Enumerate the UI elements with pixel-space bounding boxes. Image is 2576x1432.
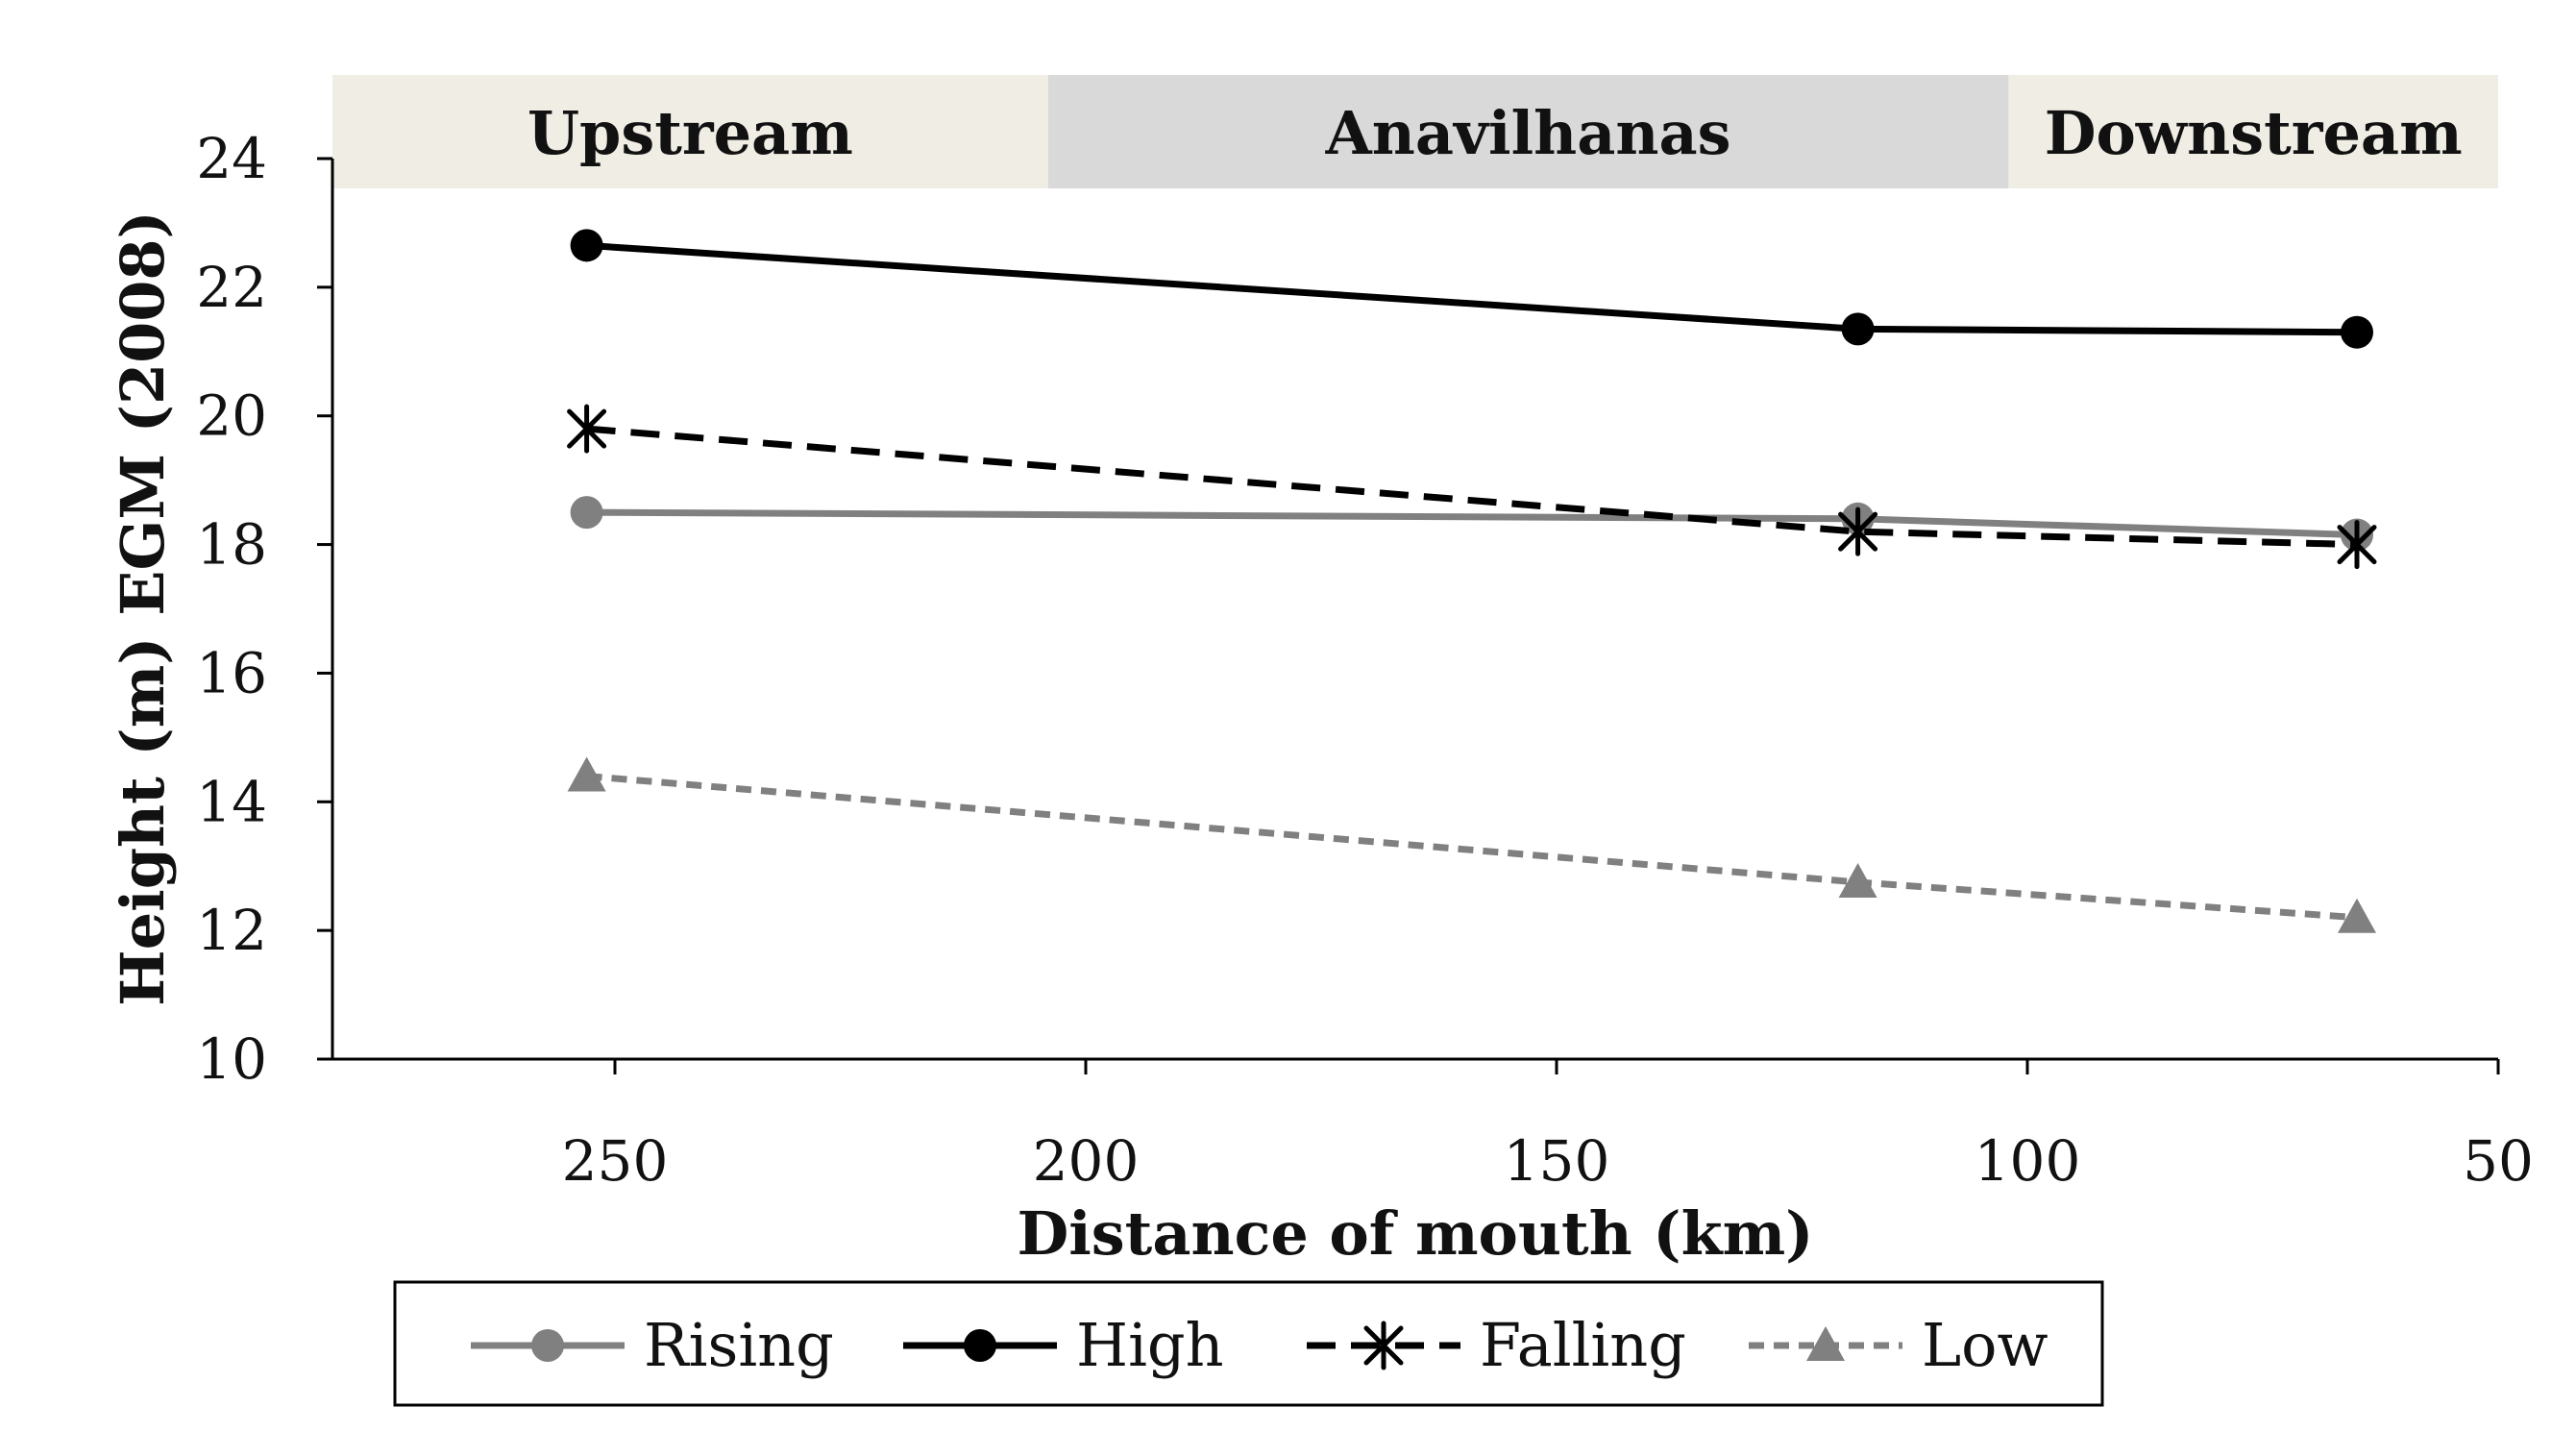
data-point-low <box>2338 898 2376 933</box>
region-band-3 <box>2008 75 2498 188</box>
series-line-low <box>586 773 2358 922</box>
region-label-1: Upstream <box>527 98 853 168</box>
x-tick-label: 100 <box>1975 1128 2081 1194</box>
y-tick-label: 10 <box>196 1026 267 1092</box>
legend-label-high: High <box>1076 1310 1224 1380</box>
data-point-low <box>567 756 606 792</box>
data-point-falling <box>567 404 607 454</box>
y-axis-label: Height (m) EGM (2008) <box>108 210 178 1006</box>
data-point-low <box>1838 862 1877 898</box>
series-line-rising <box>586 508 2358 539</box>
legend-marker-rising <box>531 1329 564 1362</box>
data-point-falling <box>1838 506 1878 556</box>
series-lines <box>567 229 2377 933</box>
data-point-rising <box>570 496 603 530</box>
y-tick-label: 14 <box>196 769 267 834</box>
x-tick-label: 150 <box>1504 1128 1610 1194</box>
region-bands: Upstream Anavilhanas Downstream <box>332 75 2498 188</box>
y-tick-label: 18 <box>196 512 267 578</box>
legend-marker-falling <box>1363 1321 1404 1370</box>
y-tick-label: 20 <box>196 383 267 449</box>
x-ticks: 250 200 150 100 50 <box>562 1059 2534 1194</box>
legend-label-low: Low <box>1922 1310 2049 1380</box>
y-tick-label: 16 <box>196 640 267 705</box>
x-tick-label: 200 <box>1033 1128 1140 1194</box>
data-point-high <box>570 229 603 262</box>
y-tick-label: 22 <box>196 255 267 320</box>
region-band-2 <box>1047 75 2009 188</box>
y-tick-label: 24 <box>196 126 267 191</box>
x-tick-label: 50 <box>2463 1128 2534 1194</box>
legend-label-falling: Falling <box>1480 1310 1686 1380</box>
region-label-3: Downstream <box>2045 98 2463 168</box>
data-point-high <box>1841 312 1875 346</box>
series-line-falling <box>586 425 2358 549</box>
y-ticks: 10 12 14 16 18 20 22 24 <box>196 126 332 1092</box>
legend-marker-high <box>964 1329 996 1362</box>
region-label-2: Anavilhanas <box>1325 98 1731 168</box>
y-tick-label: 12 <box>196 898 267 963</box>
region-band-1 <box>332 75 1048 188</box>
data-point-high <box>2341 315 2373 349</box>
x-tick-label: 250 <box>562 1128 669 1194</box>
legend-items: Rising High Falling Low <box>471 1310 2049 1380</box>
legend-label-rising: Rising <box>644 1310 834 1380</box>
legend: Rising High Falling Low <box>393 1280 2104 1407</box>
legend-marker-low <box>1806 1326 1845 1361</box>
axes <box>331 159 2498 1061</box>
series-line-high <box>586 241 2358 336</box>
x-axis-label: Distance of mouth (km) <box>1017 1198 1813 1269</box>
data-point-falling <box>2337 520 2377 570</box>
